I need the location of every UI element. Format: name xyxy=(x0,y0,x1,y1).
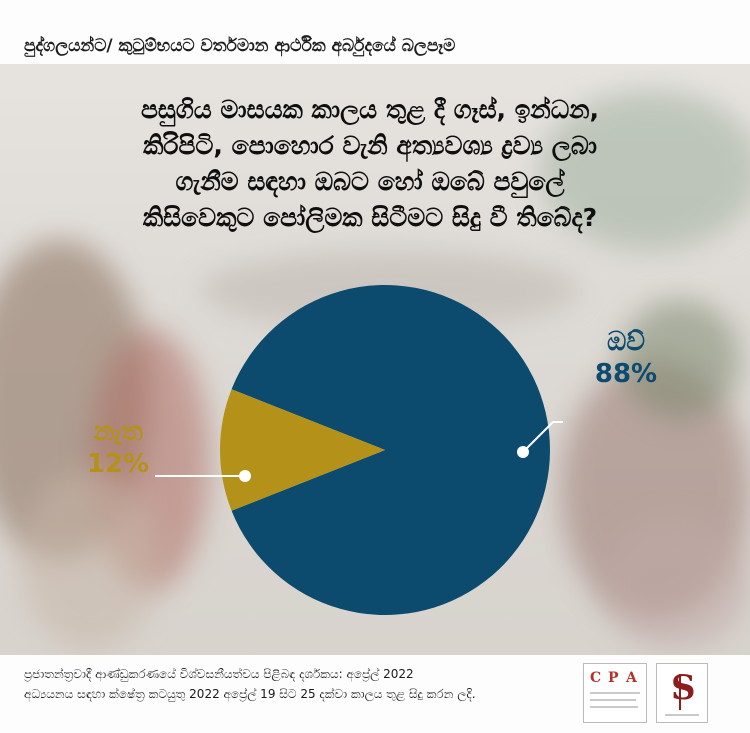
social-scientists-logo: S xyxy=(656,663,708,723)
leader-line xyxy=(522,421,563,453)
slice-label: නැත xyxy=(92,417,142,447)
question-line: පසුගිය මාසයක කාලය තුළ දී ගෑස්, ඉන්ධන, xyxy=(140,95,600,124)
cpa-logo: C P A xyxy=(583,663,647,723)
survey-question: පසුගිය මාසයක කාලය තුළ දී ගෑස්, ඉන්ධන, කි… xyxy=(40,92,700,236)
leader-dot xyxy=(239,470,251,482)
pie-slice xyxy=(220,389,385,511)
slice-label: ඔව් xyxy=(607,327,645,357)
footer-fieldwork-note: අධ්‍යයනය සඳහා ක්ෂේත්‍ර කටයුතු 2022 අප්‍ර… xyxy=(24,687,476,701)
slice-value-label: 88% xyxy=(595,359,657,389)
cpa-letter: A xyxy=(626,670,637,686)
question-line: ගැනීම සඳහා ඔබට හෝ ඔබේ පවුලේ xyxy=(175,167,565,196)
footer-source: ප්‍රජාතන්ත්‍රවාදී ආණ්ඩුකරණයේ විශ්වසනීයත්… xyxy=(24,667,414,681)
leader-dot xyxy=(517,446,529,458)
cpa-letter: C xyxy=(590,670,602,686)
ss-logo-mark: S xyxy=(671,668,696,708)
cpa-letter: P xyxy=(608,670,619,686)
slice-value-label: 12% xyxy=(87,449,149,479)
question-line: කිරිපිටි, පොහොර වැනි අත්‍යවශ්‍ය ද්‍රව්‍ය… xyxy=(143,131,597,160)
page-title: පුද්ගලයන්ට/ කුටුම්භයට වර්තමාන ආර්ථික අර්… xyxy=(24,36,456,56)
question-line: කිසිවෙකුට පෝලිමක සිටීමට සිදු වී තිබේද? xyxy=(142,203,598,232)
header-bar: පුද්ගලයන්ට/ කුටුම්භයට වර්තමාන ආර්ථික අර්… xyxy=(0,0,750,64)
pie-slice xyxy=(231,285,550,615)
